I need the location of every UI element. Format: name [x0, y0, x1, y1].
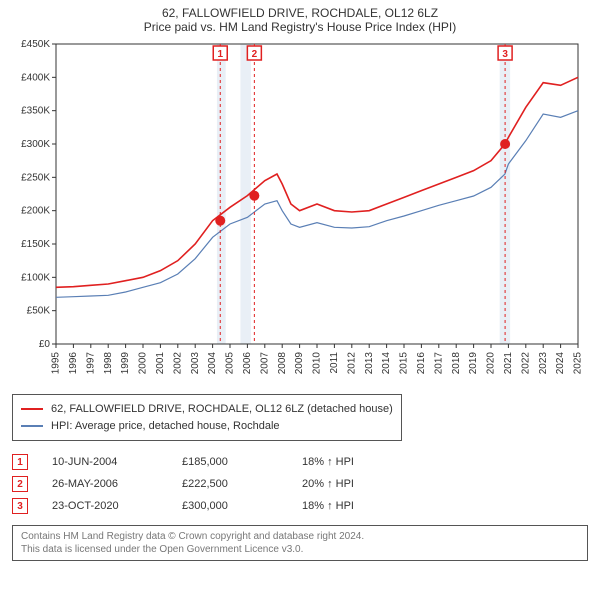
legend-row-hpi: HPI: Average price, detached house, Roch… — [21, 418, 393, 435]
svg-text:1998: 1998 — [103, 352, 114, 375]
svg-text:1996: 1996 — [68, 352, 79, 375]
svg-text:2001: 2001 — [155, 352, 166, 375]
svg-text:£400K: £400K — [21, 72, 50, 83]
svg-text:2023: 2023 — [538, 352, 549, 375]
svg-text:2013: 2013 — [364, 352, 375, 375]
svg-text:2: 2 — [252, 49, 258, 60]
svg-text:£0: £0 — [39, 339, 51, 350]
svg-text:£250K: £250K — [21, 172, 50, 183]
svg-text:2016: 2016 — [416, 352, 427, 375]
title-line-2: Price paid vs. HM Land Registry's House … — [12, 20, 588, 34]
svg-text:2009: 2009 — [294, 352, 305, 375]
svg-text:2004: 2004 — [207, 352, 218, 375]
sale-price: £185,000 — [182, 456, 302, 468]
svg-text:2015: 2015 — [399, 352, 410, 375]
svg-text:2006: 2006 — [242, 352, 253, 375]
price-chart: £0 £50K £100K £150K £200K £250K £300K £350K £400… — [12, 38, 588, 388]
title-line-1: 62, FALLOWFIELD DRIVE, ROCHDALE, OL12 6L… — [12, 6, 588, 20]
svg-text:£450K: £450K — [21, 39, 50, 50]
svg-text:£200K: £200K — [21, 206, 50, 217]
sale-date: 10-JUN-2004 — [52, 456, 182, 468]
table-row: 2 26-MAY-2006 £222,500 20% ↑ HPI — [12, 473, 588, 495]
chart-container: 62, FALLOWFIELD DRIVE, ROCHDALE, OL12 6L… — [0, 0, 600, 590]
svg-text:2002: 2002 — [172, 352, 183, 375]
footer-attribution: Contains HM Land Registry data © Crown c… — [12, 525, 588, 561]
svg-text:2021: 2021 — [503, 352, 514, 375]
sale-marker-1: 1 — [12, 454, 28, 470]
svg-text:2024: 2024 — [555, 352, 566, 375]
legend-swatch-property — [21, 408, 43, 410]
sale-price: £300,000 — [182, 500, 302, 512]
legend-swatch-hpi — [21, 425, 43, 427]
sale-price: £222,500 — [182, 478, 302, 490]
sale-diff: 18% ↑ HPI — [302, 500, 422, 512]
legend: 62, FALLOWFIELD DRIVE, ROCHDALE, OL12 6L… — [12, 394, 402, 441]
sale-diff: 20% ↑ HPI — [302, 478, 422, 490]
svg-text:2020: 2020 — [486, 352, 497, 375]
sale-date: 26-MAY-2006 — [52, 478, 182, 490]
svg-text:2008: 2008 — [277, 352, 288, 375]
svg-text:2010: 2010 — [312, 352, 323, 375]
sale-marker-3: 3 — [12, 498, 28, 514]
table-row: 3 23-OCT-2020 £300,000 18% ↑ HPI — [12, 495, 588, 517]
svg-text:2012: 2012 — [346, 352, 357, 375]
table-row: 1 10-JUN-2004 £185,000 18% ↑ HPI — [12, 451, 588, 473]
svg-text:2017: 2017 — [433, 352, 444, 375]
sales-table: 1 10-JUN-2004 £185,000 18% ↑ HPI 2 26-MA… — [12, 451, 588, 517]
svg-text:1: 1 — [217, 49, 223, 60]
legend-label-property: 62, FALLOWFIELD DRIVE, ROCHDALE, OL12 6L… — [51, 401, 393, 418]
svg-text:£50K: £50K — [27, 306, 51, 317]
svg-text:£100K: £100K — [21, 272, 50, 283]
svg-text:2022: 2022 — [520, 352, 531, 375]
svg-text:1997: 1997 — [85, 352, 96, 375]
svg-text:2000: 2000 — [138, 352, 149, 375]
svg-text:2014: 2014 — [381, 352, 392, 375]
svg-text:2011: 2011 — [329, 352, 340, 374]
svg-text:1999: 1999 — [120, 352, 131, 375]
svg-text:2025: 2025 — [573, 352, 584, 375]
svg-text:2019: 2019 — [468, 352, 479, 375]
svg-text:£300K: £300K — [21, 139, 50, 150]
svg-text:2018: 2018 — [451, 352, 462, 375]
footer-line-2: This data is licensed under the Open Gov… — [21, 543, 579, 556]
legend-row-property: 62, FALLOWFIELD DRIVE, ROCHDALE, OL12 6L… — [21, 401, 393, 418]
svg-text:2003: 2003 — [190, 352, 201, 375]
svg-text:3: 3 — [502, 49, 508, 60]
svg-text:2005: 2005 — [225, 352, 236, 375]
legend-label-hpi: HPI: Average price, detached house, Roch… — [51, 418, 280, 435]
sale-diff: 18% ↑ HPI — [302, 456, 422, 468]
sale-date: 23-OCT-2020 — [52, 500, 182, 512]
svg-text:1995: 1995 — [51, 352, 62, 375]
svg-text:2007: 2007 — [259, 352, 270, 375]
footer-line-1: Contains HM Land Registry data © Crown c… — [21, 530, 579, 543]
svg-text:£350K: £350K — [21, 106, 50, 117]
sale-marker-2: 2 — [12, 476, 28, 492]
svg-text:£150K: £150K — [21, 239, 50, 250]
